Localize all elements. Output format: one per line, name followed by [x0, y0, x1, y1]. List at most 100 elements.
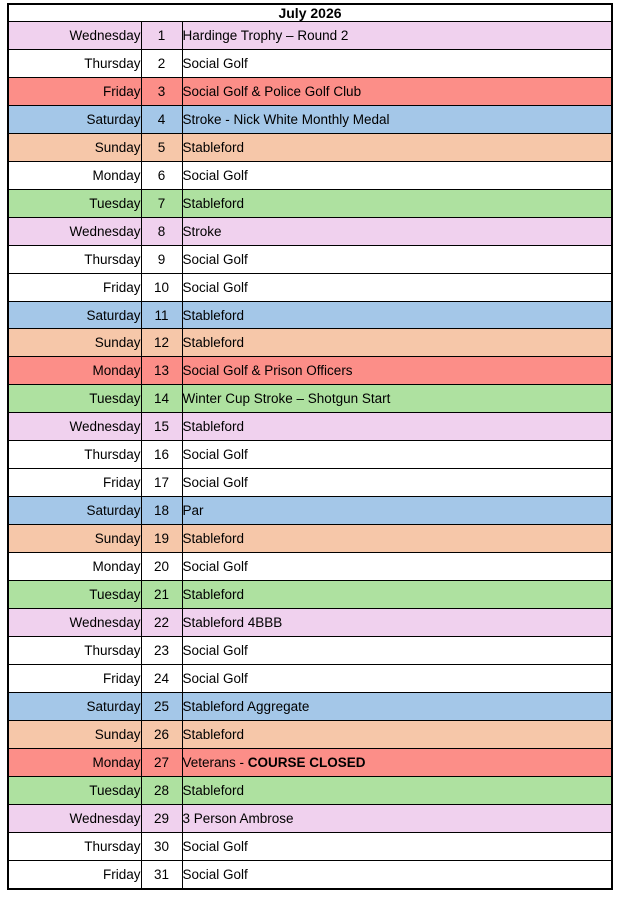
table-row: Wednesday 15 Stableford: [7, 412, 613, 442]
event-cell: Social Golf: [181, 468, 613, 498]
date-number-cell: 27: [140, 747, 183, 777]
event-text: Social Golf: [182, 866, 248, 882]
event-cell: Stableford: [181, 775, 613, 805]
table-row: Saturday 18 Par: [7, 496, 613, 526]
date-number-cell: 3: [140, 76, 183, 106]
table-row: Friday 31 Social Golf: [7, 859, 613, 890]
date-number-cell: 2: [140, 48, 183, 78]
table-row: Thursday 9 Social Golf: [7, 244, 613, 274]
event-text: Hardinge Trophy – Round 2: [182, 27, 349, 43]
table-row: Friday 10 Social Golf: [7, 272, 613, 302]
event-text: Par: [182, 503, 204, 519]
event-text: Social Golf: [182, 167, 248, 183]
event-cell: 3 Person Ambrose: [181, 803, 613, 833]
event-cell: Stableford: [181, 412, 613, 442]
event-cell: Social Golf: [181, 48, 613, 78]
date-number-cell: 30: [140, 831, 183, 861]
table-row: Thursday 30 Social Golf: [7, 831, 613, 861]
table-row: Friday 3 Social Golf & Police Golf Club: [7, 76, 613, 106]
date-number-cell: 7: [140, 188, 183, 218]
event-cell: Social Golf: [181, 859, 613, 890]
event-text: Social Golf: [182, 475, 248, 491]
table-row: Saturday 4 Stroke - Nick White Monthly Med…: [7, 104, 613, 134]
event-cell: Veterans - COURSE CLOSED: [181, 747, 613, 777]
date-number-cell: 22: [140, 608, 183, 637]
event-text: Social Golf: [182, 838, 248, 854]
event-cell: Winter Cup Stroke – Shotgun Start: [181, 384, 613, 414]
day-name-cell: Saturday: [7, 496, 142, 526]
date-number-cell: 21: [140, 580, 183, 610]
date-number-cell: 19: [140, 524, 183, 554]
date-number-cell: 20: [140, 552, 183, 582]
date-number-cell: 29: [140, 803, 183, 833]
table-row: Tuesday 28 Stableford: [7, 775, 613, 805]
table-row: Sunday 19 Stableford: [7, 524, 613, 554]
table-row: Sunday 26 Stableford: [7, 719, 613, 749]
day-name-cell: Wednesday: [7, 608, 142, 637]
table-row: Wednesday 1 Hardinge Trophy – Round 2: [7, 21, 613, 50]
day-name-cell: Friday: [7, 272, 142, 302]
event-text: Stableford: [182, 782, 245, 798]
date-number-cell: 1: [140, 21, 183, 50]
day-name-cell: Tuesday: [7, 775, 142, 805]
day-name-cell: Friday: [7, 76, 142, 106]
day-name-cell: Monday: [7, 552, 142, 582]
event-text: Stableford 4BBB: [182, 614, 283, 630]
date-number-cell: 18: [140, 496, 183, 526]
day-name-cell: Thursday: [7, 440, 142, 470]
table-row: Wednesday 22 Stableford 4BBB: [7, 608, 613, 637]
date-number-cell: 12: [140, 328, 183, 358]
date-number-cell: 23: [140, 635, 183, 665]
day-name-cell: Wednesday: [7, 412, 142, 442]
event-cell: Social Golf & Police Golf Club: [181, 76, 613, 106]
table-row: Monday 6 Social Golf: [7, 160, 613, 190]
date-number-cell: 4: [140, 104, 183, 134]
event-cell: Stableford: [181, 719, 613, 749]
event-cell: Stableford: [181, 132, 613, 162]
day-name-cell: Friday: [7, 859, 142, 890]
day-name-cell: Thursday: [7, 635, 142, 665]
event-cell: Social Golf: [181, 635, 613, 665]
day-name-cell: Saturday: [7, 300, 142, 330]
event-text: Social Golf: [182, 642, 248, 658]
day-name-cell: Sunday: [7, 328, 142, 358]
calendar-header-row: July 2026: [7, 3, 613, 22]
event-text: Stableford: [182, 726, 245, 742]
event-cell: Stableford: [181, 580, 613, 610]
date-number-cell: 24: [140, 663, 183, 693]
date-number-cell: 28: [140, 775, 183, 805]
event-text: Stableford: [182, 139, 245, 155]
event-cell: Social Golf: [181, 663, 613, 693]
day-name-cell: Sunday: [7, 132, 142, 162]
day-name-cell: Wednesday: [7, 216, 142, 246]
event-cell: Par: [181, 496, 613, 526]
event-text: Social Golf: [182, 559, 248, 575]
table-row: Wednesday 8 Stroke: [7, 216, 613, 246]
day-name-cell: Monday: [7, 356, 142, 386]
day-name-cell: Tuesday: [7, 384, 142, 414]
date-number-cell: 9: [140, 244, 183, 274]
event-cell: Stableford: [181, 524, 613, 554]
event-cell: Social Golf: [181, 244, 613, 274]
date-number-cell: 14: [140, 384, 183, 414]
table-row: Wednesday 29 3 Person Ambrose: [7, 803, 613, 833]
date-number-cell: 16: [140, 440, 183, 470]
event-text: Social Golf: [182, 251, 248, 267]
event-text: Social Golf & Police Golf Club: [182, 83, 362, 99]
day-name-cell: Tuesday: [7, 188, 142, 218]
date-number-cell: 6: [140, 160, 183, 190]
table-row: Friday 24 Social Golf: [7, 663, 613, 693]
event-cell: Social Golf: [181, 160, 613, 190]
event-cell: Social Golf: [181, 440, 613, 470]
date-number-cell: 5: [140, 132, 183, 162]
event-text: Social Golf: [182, 670, 248, 686]
date-number-cell: 13: [140, 356, 183, 386]
event-text: Stroke: [182, 223, 222, 239]
event-text: Social Golf: [182, 55, 248, 71]
event-text: Stableford: [182, 587, 245, 603]
table-row: Sunday 12 Stableford: [7, 328, 613, 358]
day-name-cell: Sunday: [7, 719, 142, 749]
event-text: Stableford: [182, 195, 245, 211]
event-text: Social Golf & Prison Officers: [182, 363, 353, 379]
date-number-cell: 17: [140, 468, 183, 498]
